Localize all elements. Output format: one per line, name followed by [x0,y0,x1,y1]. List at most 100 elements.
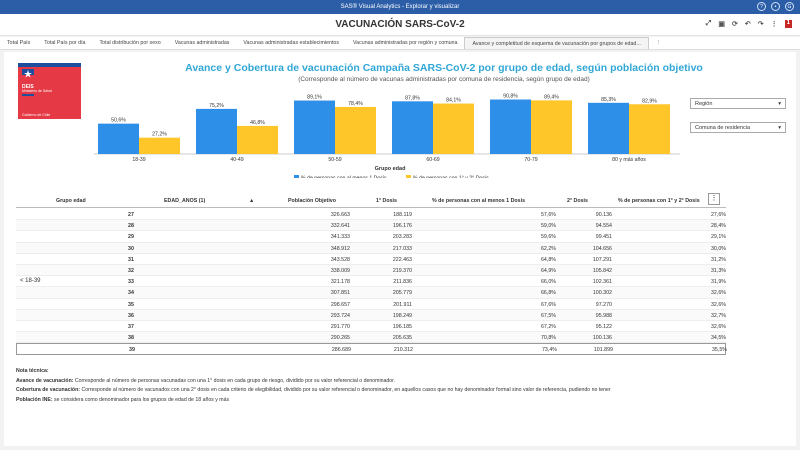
table-cell: 62,2% [540,245,556,252]
col-dosis-2[interactable]: 2° Dosis [567,198,588,204]
table-cell: 30 [128,245,134,252]
table-cell: 99.451 [595,234,612,241]
table-menu-icon[interactable]: ⋮ [708,193,720,205]
tab-total-pais-dia[interactable]: Total País por día [44,40,86,46]
legend-swatch [294,175,299,178]
col-dosis-1[interactable]: 1° Dosis [376,198,397,204]
tabs-more-icon[interactable]: ⋮ [655,40,662,46]
table-cell: 38 [128,335,134,342]
table-cell: 32,6% [710,301,726,308]
table-cell: 94.554 [595,223,612,230]
table-cell: 67,5% [540,312,556,319]
table-row[interactable]: 29 341.333 203.283 59,6% 99.451 29,1% [16,231,726,243]
table-cell: 66,8% [540,290,556,297]
table-row[interactable]: 34 307.851 205.779 66,8% 100.302 32,6% [16,287,726,299]
sort-asc-icon[interactable]: ▲ [249,198,255,204]
table-row[interactable]: 39 286.689 210.312 73,4% 101.899 35,5% [16,343,727,355]
tab-total-pais[interactable]: Total País [7,40,31,46]
comuna-dropdown[interactable]: Comuna de residencia ▾ [690,122,786,133]
table-row[interactable]: 35 298.657 201.911 67,6% 97.270 32,6% [16,299,726,310]
bar-data-label: 82,9% [642,98,657,104]
table-cell: 57,6% [540,212,556,218]
chevron-down-icon: ▾ [778,100,781,107]
col-pct-2[interactable]: % de personas con 1° y 2° Dosis [618,198,700,204]
region-dropdown-label: Región [695,100,713,107]
bar-dose1-50-59[interactable] [294,100,335,154]
save-icon[interactable]: ▣ [718,21,726,28]
table-row[interactable]: 38 290.265 205.635 70,8% 100.136 34,5% [16,332,726,344]
bar-dose1-60-69[interactable] [392,101,433,154]
bar-dose2-50-59[interactable] [335,106,376,154]
star-emblem-icon [22,69,34,78]
note3-text: se considera como denominador para los g… [52,396,230,403]
tab-vacunas-region-comuna[interactable]: Vacunas administradas por región y comun… [353,40,458,46]
table-cell: 102.361 [592,279,612,286]
note2-label: Cobertura de vacunación: [16,387,80,393]
col-poblacion[interactable]: Población Objetivo [288,198,336,204]
col-pct-1[interactable]: % de personas con al menos 1 Dosis [432,198,526,204]
table-cell: 90.136 [595,212,612,218]
table-row[interactable]: 30 348.912 217.033 62,2% 104.656 30,0% [16,242,726,254]
group-label[interactable]: < 18-39 [20,278,41,284]
user-avatar[interactable]: G [785,2,794,11]
table-cell: 343.528 [330,256,350,263]
table-cell: 198.249 [392,312,412,319]
col-edad-anos[interactable]: EDAD_ANOS (1) [164,198,206,204]
tab-distribucion-sexo[interactable]: Total distribución por sexo [99,40,161,46]
tab-vacunas-establecimientos[interactable]: Vacunas administradas establecimientos [243,40,340,46]
table-cell: 203.283 [392,234,412,241]
table-cell: 31,9% [710,279,726,286]
x-tick-label: 60-69 [426,157,439,163]
bar-dose2-80 y más años[interactable] [629,104,670,154]
table-cell: 348.912 [330,245,350,252]
notifications-icon[interactable]: • [771,2,780,11]
table-cell: 59,0% [540,223,556,230]
notes-title: Nota técnica: [16,368,49,374]
table-row[interactable]: 36 293.724 198.249 67,5% 95.988 32,7% [16,309,726,321]
table-row[interactable]: 27 326.663 188.119 57,6% 90.136 27,6% [16,209,726,221]
bar-dose1-18-39[interactable] [98,123,139,154]
bar-dose2-70-79[interactable] [531,100,572,154]
table-cell: 64,9% [540,268,556,274]
table-row[interactable]: 28 332.641 196.176 59,0% 94.554 28,4% [16,220,726,232]
refresh-icon[interactable]: ⟳ [732,21,738,28]
table-row[interactable]: 37 291.770 196.185 67,2% 95.122 32,6% [16,321,726,333]
table-cell: 205.779 [392,290,412,297]
expand-icon[interactable]: ⤢ [705,20,712,27]
table-row[interactable]: 32 338.009 219.370 64,9% 105.842 31,3% [16,265,726,277]
x-tick-label: 40-49 [230,157,243,163]
table-cell: 107.291 [592,256,612,263]
more-icon[interactable]: ⋮ [770,21,778,28]
table-cell: 35,5% [711,347,727,354]
redo-icon[interactable]: ↷ [757,21,764,28]
bar-dose1-70-79[interactable] [490,99,531,154]
col-grupo-edad[interactable]: Grupo edad [56,198,86,204]
notification-badge[interactable]: 1 [784,20,792,28]
tab-vacunas-administradas[interactable]: Vacunas administradas [174,40,230,46]
table-cell: 70,8% [540,335,556,342]
x-axis-label: Grupo edad [375,166,406,172]
comuna-dropdown-label: Comuna de residencia [695,124,751,131]
table-cell: 29 [128,234,134,241]
report-title: VACUNACIÓN SARS-CoV-2 [335,19,465,30]
table-row[interactable]: 33 321.178 211.836 66,0% 102.361 31,9% [16,276,726,288]
bar-dose1-40-49[interactable] [196,108,237,154]
tab-avance-completitud[interactable]: Avance y completitud de esquema de vacun… [464,37,649,49]
bar-dose2-18-39[interactable] [139,137,180,154]
undo-icon[interactable]: ↶ [744,21,751,28]
table-cell: 286.689 [331,347,351,354]
region-dropdown[interactable]: Región ▾ [690,98,786,109]
help-icon[interactable]: ? [757,2,766,11]
bar-data-label: 89,1% [307,95,322,101]
table-row[interactable]: 31 343.528 222.463 64,8% 107.291 31,2% [16,254,726,265]
chevron-down-icon: ▾ [778,124,781,131]
note1-label: Avance de vacunación: [16,377,74,384]
table-cell: 95.122 [595,324,612,330]
table-cell: 201.911 [393,301,412,308]
legend-swatch [406,175,411,178]
bar-data-label: 78,4% [348,101,363,107]
bar-dose1-80 y más años[interactable] [588,102,629,154]
table-cell: 31,3% [710,268,726,274]
bar-dose2-40-49[interactable] [237,125,278,154]
bar-dose2-60-69[interactable] [433,103,474,154]
